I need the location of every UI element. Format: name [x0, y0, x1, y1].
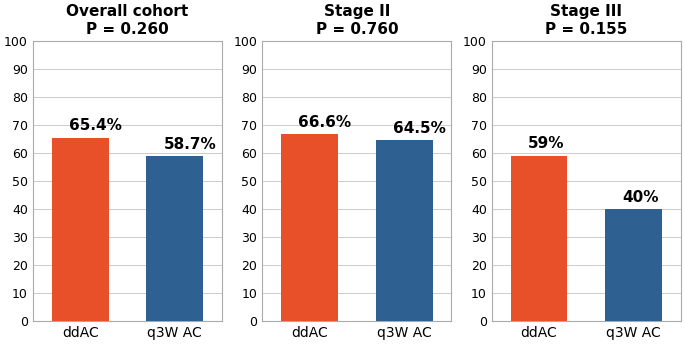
Text: 65.4%: 65.4%: [69, 118, 122, 133]
Text: 64.5%: 64.5%: [393, 121, 446, 136]
Bar: [376, 140, 432, 321]
Text: 66.6%: 66.6%: [298, 115, 351, 130]
Text: 59%: 59%: [527, 136, 564, 151]
Title: Stage II
P = 0.760: Stage II P = 0.760: [316, 4, 398, 36]
Bar: [147, 156, 203, 321]
Title: Overall cohort
P = 0.260: Overall cohort P = 0.260: [66, 4, 188, 36]
Bar: [510, 155, 567, 321]
Text: 40%: 40%: [622, 190, 659, 205]
Bar: [52, 138, 109, 321]
Title: Stage III
P = 0.155: Stage III P = 0.155: [545, 4, 627, 36]
Text: 58.7%: 58.7%: [164, 137, 216, 152]
Bar: [605, 209, 662, 321]
Bar: [281, 134, 338, 321]
